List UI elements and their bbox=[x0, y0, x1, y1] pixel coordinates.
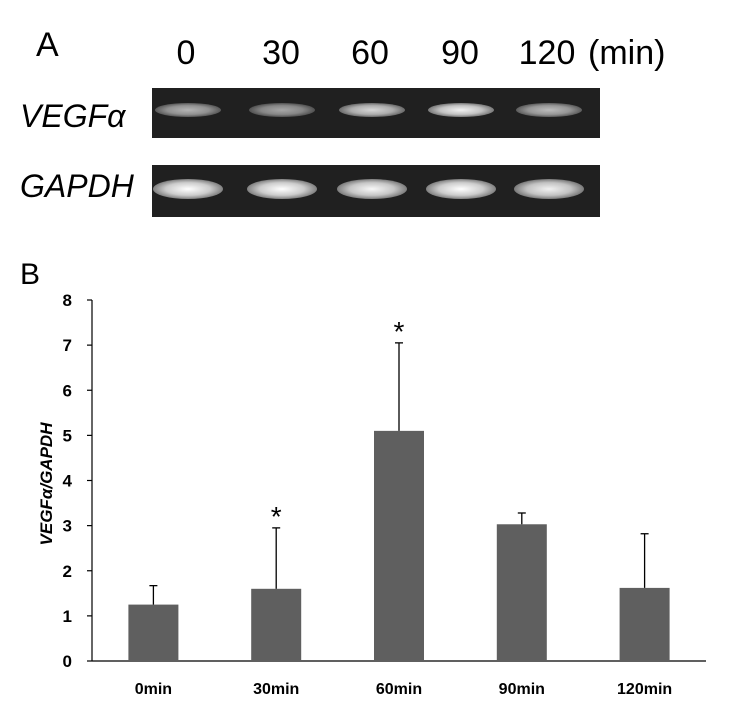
y-tick-label: 2 bbox=[63, 562, 72, 581]
y-tick-label: 1 bbox=[63, 607, 72, 626]
y-tick-label: 7 bbox=[63, 336, 72, 355]
gene-label-gapdh: GAPDH bbox=[20, 168, 134, 204]
significance-marker: * bbox=[394, 316, 405, 347]
y-tick-label: 0 bbox=[63, 652, 72, 671]
y-axis-label: VEGFα/GAPDH bbox=[37, 422, 56, 546]
gel-band bbox=[428, 103, 494, 117]
x-tick-label: 30min bbox=[253, 681, 299, 698]
lane-label-120: 120 bbox=[518, 34, 576, 72]
lane-label-30: 30 bbox=[262, 34, 300, 72]
lane-label-60: 60 bbox=[351, 34, 389, 72]
y-tick-label: 3 bbox=[63, 517, 72, 536]
bar bbox=[619, 587, 670, 661]
bar bbox=[251, 588, 302, 661]
y-axis-title: VEGFα/GAPDH bbox=[37, 422, 56, 546]
gel-band bbox=[153, 179, 223, 199]
y-tick-label: 8 bbox=[63, 291, 72, 310]
gel-band bbox=[339, 103, 405, 117]
significance-marker: * bbox=[271, 501, 282, 532]
gel-band bbox=[155, 103, 221, 117]
bar bbox=[496, 524, 547, 661]
gel-band bbox=[514, 179, 584, 199]
lane-unit-label: (min) bbox=[588, 34, 666, 72]
x-tick-label: 120min bbox=[617, 681, 672, 698]
panel-a-label: A bbox=[36, 26, 59, 64]
gel-band bbox=[337, 179, 407, 199]
y-tick-label: 6 bbox=[63, 381, 72, 400]
gel-image-gapdh bbox=[152, 165, 600, 217]
y-tick-label: 5 bbox=[63, 426, 72, 445]
gel-image-vegf bbox=[152, 88, 600, 138]
x-tick-label: 0min bbox=[135, 681, 172, 698]
lane-label-0: 0 bbox=[176, 34, 196, 72]
x-tick-label: 60min bbox=[376, 681, 422, 698]
gel-band bbox=[516, 103, 582, 117]
y-tick-label: 4 bbox=[63, 472, 73, 491]
x-tick-label: 90min bbox=[499, 681, 545, 698]
gel-band bbox=[247, 179, 317, 199]
bar bbox=[128, 604, 179, 661]
lane-label-90: 90 bbox=[441, 34, 479, 72]
panel-b-label: B bbox=[20, 258, 41, 291]
bar bbox=[374, 430, 424, 661]
gene-label-vegf: VEGFα bbox=[20, 98, 126, 134]
gel-band bbox=[249, 103, 315, 117]
gel-band bbox=[426, 179, 496, 199]
